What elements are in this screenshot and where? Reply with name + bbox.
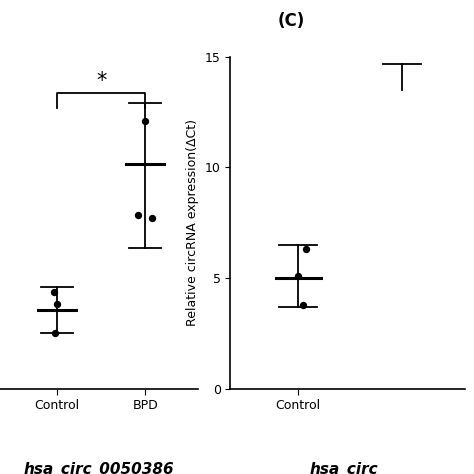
Point [302,246,310,253]
Point [148,214,156,221]
Point [141,117,149,125]
Point [52,329,59,337]
Point [50,288,57,295]
Point [294,272,302,280]
Point [54,301,61,308]
Point [300,301,307,309]
Text: hsa_circ_: hsa_circ_ [310,462,386,474]
Point [135,211,142,219]
Y-axis label: Relative circRNA expression(ΔCt): Relative circRNA expression(ΔCt) [186,119,199,326]
Text: *: * [96,71,107,91]
Text: hsa_circ_0050386: hsa_circ_0050386 [24,462,174,474]
Text: (C): (C) [277,12,304,30]
